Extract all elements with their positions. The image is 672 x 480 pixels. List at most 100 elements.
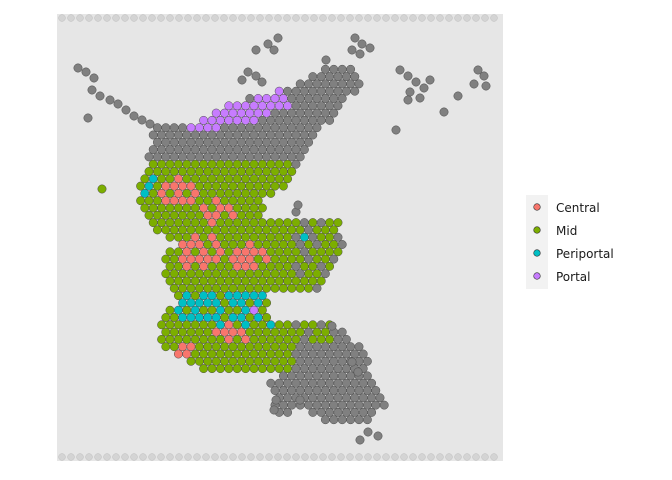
legend-keys-background xyxy=(526,195,548,289)
spot-mid xyxy=(274,276,284,286)
spot-mid xyxy=(173,276,183,286)
spot-central xyxy=(199,261,209,271)
spot-unassigned xyxy=(329,342,339,352)
spot-mid xyxy=(224,218,234,228)
spot-mid xyxy=(211,225,221,235)
fiducial-spot xyxy=(175,453,183,461)
spot-mid xyxy=(253,167,263,176)
spot-unassigned xyxy=(312,79,322,89)
spot-unassigned xyxy=(291,145,301,155)
spot-portal xyxy=(186,123,196,133)
spot-unassigned xyxy=(316,261,326,271)
spot-unassigned xyxy=(220,152,230,162)
spot-periportal xyxy=(236,313,246,322)
spot-periportal xyxy=(182,291,192,301)
spot-portal xyxy=(266,101,276,111)
spot-mid xyxy=(173,247,183,257)
spot-unassigned xyxy=(269,45,279,55)
fiducial-spot xyxy=(355,14,363,22)
spot-unassigned xyxy=(329,400,339,410)
spot-unassigned xyxy=(274,115,284,125)
spot-mid xyxy=(245,283,255,293)
spot-unassigned xyxy=(271,395,281,405)
fiducial-spot xyxy=(175,14,183,22)
spot-mid xyxy=(165,261,175,271)
spot-mid xyxy=(257,364,267,374)
spot-unassigned xyxy=(325,364,335,374)
spot-unassigned xyxy=(287,94,297,103)
spot-unassigned xyxy=(148,145,158,155)
fiducial-spot xyxy=(166,453,174,461)
spot-unassigned xyxy=(333,378,343,388)
spot-mid xyxy=(178,167,188,176)
spot-unassigned xyxy=(329,254,339,264)
spot-mid xyxy=(325,218,335,228)
spot-mid xyxy=(241,203,251,213)
spot-central xyxy=(178,240,188,249)
spot-unassigned xyxy=(283,407,293,417)
spot-central xyxy=(182,247,192,257)
legend-label-central: Central xyxy=(556,201,600,215)
spot-mid xyxy=(220,356,230,366)
spot-central xyxy=(182,349,192,359)
spot-unassigned xyxy=(358,393,368,403)
spot-unassigned xyxy=(329,356,339,366)
spot-unassigned xyxy=(325,72,335,82)
spot-unassigned xyxy=(262,137,272,147)
spot-unassigned xyxy=(194,152,204,162)
spot-periportal xyxy=(215,320,225,330)
spot-central xyxy=(241,247,251,257)
spot-unassigned xyxy=(287,108,297,118)
fiducial-spot xyxy=(454,453,462,461)
spot-unassigned xyxy=(194,137,204,147)
spot-mid xyxy=(224,305,234,315)
spot-central xyxy=(182,261,192,271)
spot-portal xyxy=(224,101,234,111)
spot-unassigned xyxy=(325,101,335,111)
spot-mid xyxy=(257,203,267,213)
spot-periportal xyxy=(186,313,196,322)
spot-mid xyxy=(182,334,192,344)
fiducial-spot xyxy=(391,453,399,461)
spot-mid xyxy=(270,167,280,176)
spot-unassigned xyxy=(346,342,356,352)
spot-unassigned xyxy=(403,71,413,81)
fiducial-spot xyxy=(373,14,381,22)
spot-unassigned xyxy=(304,137,314,147)
spot-mid xyxy=(325,334,335,344)
spot-portal xyxy=(241,115,251,125)
spot-portal xyxy=(262,108,272,118)
spot-periportal xyxy=(224,291,234,301)
spot-mid xyxy=(178,210,188,220)
spot-mid xyxy=(274,364,284,374)
spot-unassigned xyxy=(346,79,356,89)
fiducial-spot xyxy=(445,14,453,22)
spot-unassigned xyxy=(362,415,372,425)
spot-mid xyxy=(262,356,272,366)
spot-unassigned xyxy=(232,130,242,140)
legend-item-mid: Mid xyxy=(533,224,577,238)
spot-unassigned xyxy=(283,378,293,388)
fiducial-spot xyxy=(211,14,219,22)
fiducial-spot xyxy=(301,14,309,22)
fiducial-spot xyxy=(436,453,444,461)
fiducial-spot xyxy=(139,14,147,22)
fiducial-spot xyxy=(130,453,138,461)
fiducial-spot xyxy=(445,453,453,461)
spot-unassigned xyxy=(253,137,263,147)
spot-central xyxy=(186,196,196,206)
spot-unassigned xyxy=(473,65,483,75)
spot-mid xyxy=(173,159,183,169)
spot-periportal xyxy=(178,298,188,308)
spot-central xyxy=(173,188,183,198)
spot-mid xyxy=(249,349,259,359)
spot-unassigned xyxy=(161,123,171,133)
spot-mid xyxy=(249,232,259,242)
spot-mid xyxy=(253,254,263,264)
fiducial-spot xyxy=(238,453,246,461)
spot-unassigned xyxy=(186,137,196,147)
spot-mid xyxy=(190,349,200,359)
fiducial-spot xyxy=(220,453,228,461)
spot-unassigned xyxy=(316,101,326,111)
fiducial-spot xyxy=(490,453,498,461)
